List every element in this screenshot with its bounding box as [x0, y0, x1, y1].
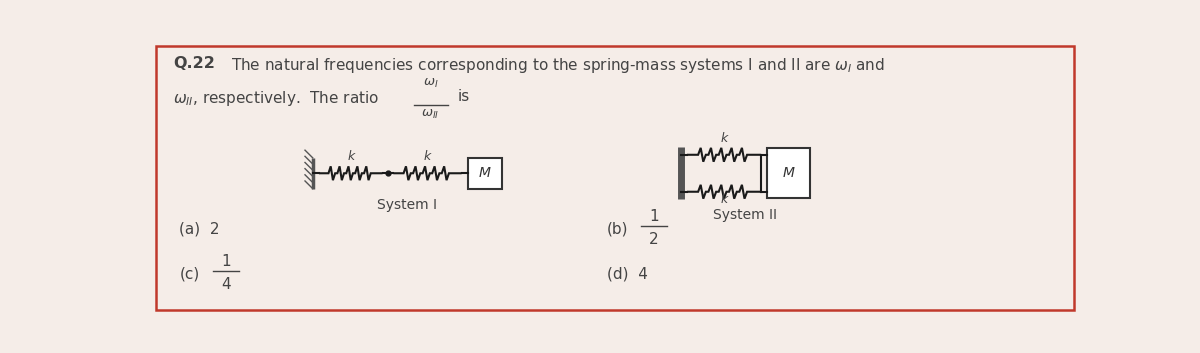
Text: $\omega_{II}$: $\omega_{II}$ — [421, 108, 439, 121]
Text: M: M — [479, 166, 491, 180]
Bar — [468, 158, 502, 189]
Text: Q.22: Q.22 — [173, 56, 215, 71]
Text: The natural frequencies corresponding to the spring-mass systems I and II are $\: The natural frequencies corresponding to… — [232, 56, 886, 75]
Text: is: is — [457, 89, 470, 104]
Text: (a)  2: (a) 2 — [180, 222, 220, 237]
Text: k: k — [424, 150, 431, 163]
Text: 1: 1 — [221, 253, 230, 269]
Text: System I: System I — [377, 198, 437, 212]
Text: M: M — [782, 166, 794, 180]
Text: k: k — [720, 192, 727, 205]
Text: (d)  4: (d) 4 — [607, 267, 648, 282]
Text: $\omega_{II}$, respectively.  The ratio: $\omega_{II}$, respectively. The ratio — [173, 89, 379, 108]
Text: System II: System II — [713, 208, 778, 222]
Text: (c): (c) — [180, 267, 199, 282]
Text: k: k — [720, 132, 727, 145]
Text: 1: 1 — [649, 209, 659, 224]
Text: k: k — [347, 150, 354, 163]
Text: 4: 4 — [221, 277, 230, 292]
Text: (b): (b) — [607, 222, 629, 237]
Bar — [767, 148, 810, 198]
Text: 2: 2 — [649, 232, 659, 247]
Text: $\omega_I$: $\omega_I$ — [422, 77, 438, 90]
